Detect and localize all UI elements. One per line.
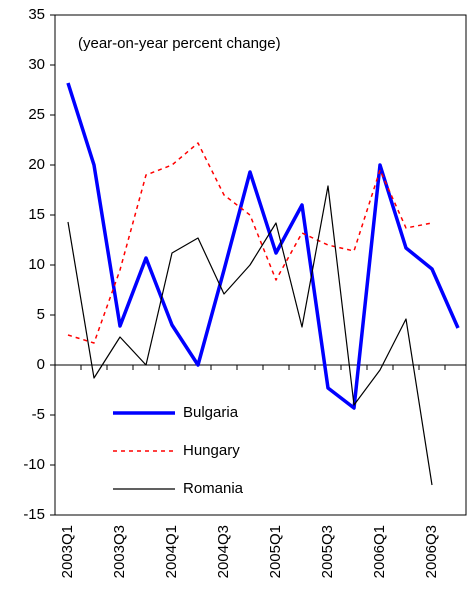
y-tick-label: 5 (37, 306, 45, 323)
y-tick-label: -10 (23, 456, 45, 473)
y-tick-label: 15 (28, 206, 45, 223)
x-tick-label: 2005Q3 (319, 525, 336, 578)
legend-label: Bulgaria (183, 404, 239, 421)
series-line (67, 185, 433, 486)
x-tick-label: 2003Q3 (111, 525, 128, 578)
y-tick-label: -15 (23, 506, 45, 523)
annotation: (year-on-year percent change) (78, 35, 281, 52)
x-tick-label: 2003Q1 (59, 525, 76, 578)
y-tick-label: 20 (28, 156, 45, 173)
y-tick-label: 30 (28, 56, 45, 73)
y-tick-label: 0 (37, 356, 45, 373)
legend-label: Romania (183, 480, 244, 497)
x-tick-label: 2004Q1 (163, 525, 180, 578)
y-tick-label: 25 (28, 106, 45, 123)
x-tick-label: 2006Q1 (371, 525, 388, 578)
legend-label: Hungary (183, 442, 240, 459)
x-tick-label: 2004Q3 (215, 525, 232, 578)
y-tick-label: -5 (32, 406, 45, 423)
x-tick-label: 2005Q1 (267, 525, 284, 578)
y-tick-label: 10 (28, 256, 45, 273)
series-line (67, 142, 433, 344)
y-tick-label: 35 (28, 6, 45, 23)
plot-frame (54, 14, 467, 516)
x-tick-label: 2006Q3 (423, 525, 440, 578)
series-line (66, 82, 460, 410)
